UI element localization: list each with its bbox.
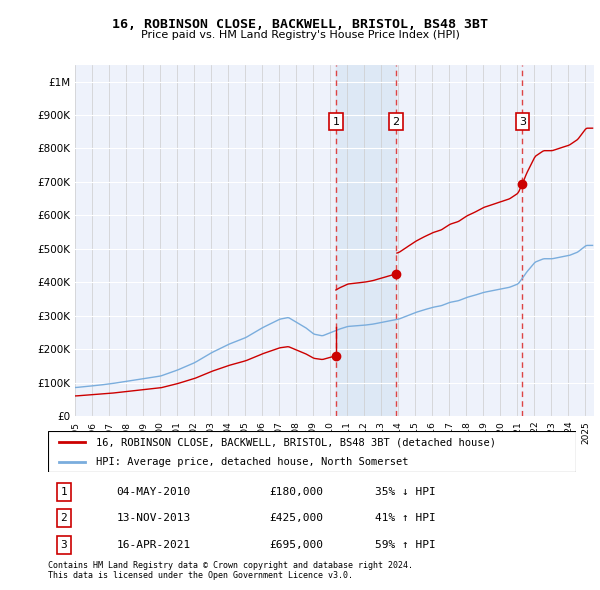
- Text: 59% ↑ HPI: 59% ↑ HPI: [376, 540, 436, 550]
- Text: 1: 1: [61, 487, 67, 497]
- Text: 16, ROBINSON CLOSE, BACKWELL, BRISTOL, BS48 3BT: 16, ROBINSON CLOSE, BACKWELL, BRISTOL, B…: [112, 18, 488, 31]
- Text: HPI: Average price, detached house, North Somerset: HPI: Average price, detached house, Nort…: [95, 457, 408, 467]
- Text: £695,000: £695,000: [270, 540, 324, 550]
- Text: 3: 3: [61, 540, 67, 550]
- Text: 16-APR-2021: 16-APR-2021: [116, 540, 191, 550]
- Text: 2: 2: [61, 513, 67, 523]
- Text: £180,000: £180,000: [270, 487, 324, 497]
- Text: Contains HM Land Registry data © Crown copyright and database right 2024.: Contains HM Land Registry data © Crown c…: [48, 560, 413, 569]
- Text: 35% ↓ HPI: 35% ↓ HPI: [376, 487, 436, 497]
- Text: 2: 2: [392, 117, 400, 127]
- Text: 41% ↑ HPI: 41% ↑ HPI: [376, 513, 436, 523]
- Text: £425,000: £425,000: [270, 513, 324, 523]
- Text: 1: 1: [332, 117, 340, 127]
- Text: This data is licensed under the Open Government Licence v3.0.: This data is licensed under the Open Gov…: [48, 571, 353, 579]
- Bar: [336, 65, 396, 416]
- Text: Price paid vs. HM Land Registry's House Price Index (HPI): Price paid vs. HM Land Registry's House …: [140, 30, 460, 40]
- Text: 16, ROBINSON CLOSE, BACKWELL, BRISTOL, BS48 3BT (detached house): 16, ROBINSON CLOSE, BACKWELL, BRISTOL, B…: [95, 437, 496, 447]
- Text: 3: 3: [519, 117, 526, 127]
- Text: 04-MAY-2010: 04-MAY-2010: [116, 487, 191, 497]
- Text: 13-NOV-2013: 13-NOV-2013: [116, 513, 191, 523]
